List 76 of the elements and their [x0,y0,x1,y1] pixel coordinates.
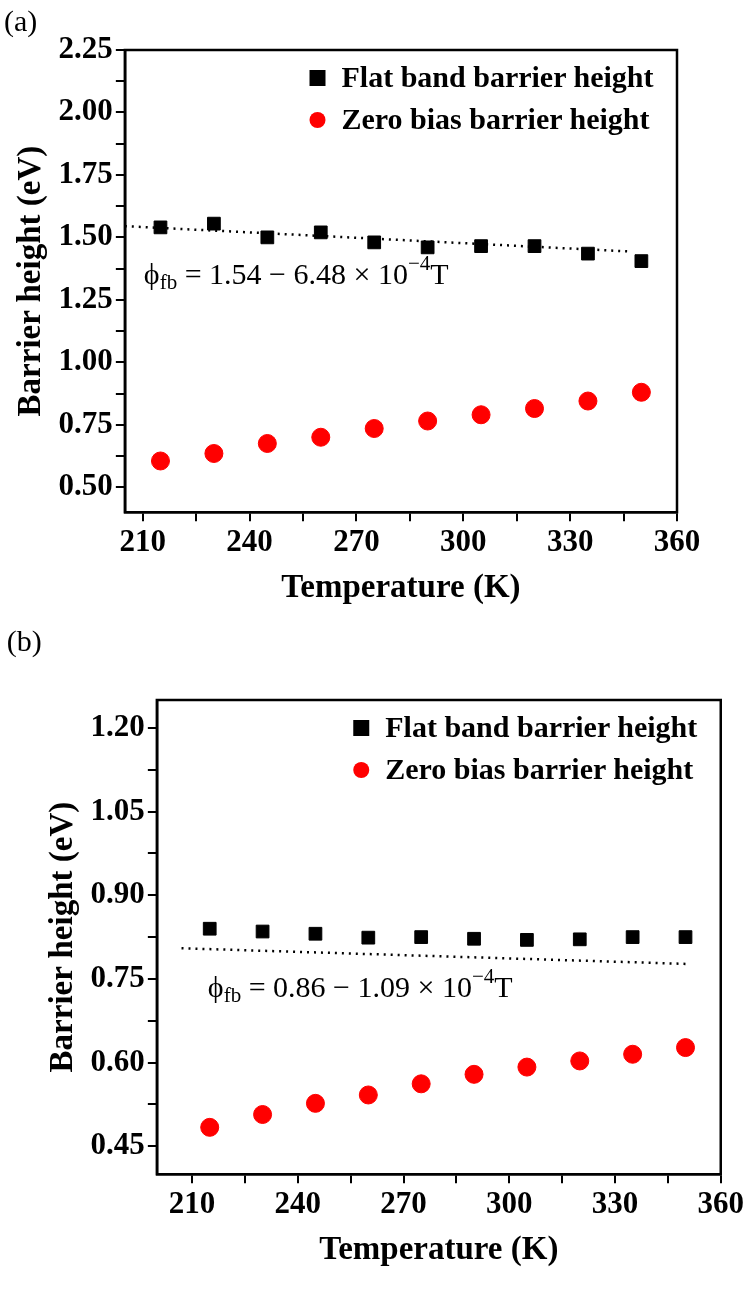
point [623,1044,643,1064]
point [517,1057,537,1077]
chart-title: (a) [4,3,38,38]
y-axis-title: Barrier height (eV) [43,801,81,1073]
point [255,924,270,939]
x-tick-label: 360 [697,1184,744,1220]
point [678,930,693,944]
x-tick-label: 360 [653,522,701,558]
legend-label: Zero bias barrier height [341,101,650,135]
point [313,225,328,240]
point [358,1085,378,1105]
y-tick-label: 1.50 [58,217,113,253]
point [581,246,595,261]
point [467,931,481,946]
point [634,254,649,268]
y-tick-label: 2.00 [58,92,113,128]
x-tick-label: 270 [333,522,380,558]
point [464,1064,484,1084]
point [200,1117,220,1137]
y-tick-label: 1.05 [90,791,145,827]
point [471,405,491,425]
point [520,933,534,947]
point [625,930,640,944]
point [253,1105,273,1125]
x-tick-label: 240 [274,1184,322,1220]
x-axis-title: Temperature (K) [319,1229,559,1267]
x-tick-label: 330 [546,522,594,558]
point [411,1074,431,1094]
point [418,411,438,431]
y-tick-label: 1.75 [58,154,113,190]
point [631,382,651,402]
point [361,930,376,945]
y-tick-label: 0.75 [58,404,113,440]
x-tick-label: 300 [440,522,487,558]
point [676,1038,696,1058]
point [204,443,224,463]
point [153,220,168,235]
y-tick-label: 2.25 [58,30,113,66]
point [202,921,217,936]
legend-label: Flat band barrier height [341,59,654,93]
y-axis-title: Barrier height (eV) [11,145,49,417]
point [257,434,277,453]
x-axis-title: Temperature (K) [281,567,521,605]
point [207,216,221,231]
x-tick-label: 300 [486,1184,533,1220]
point [578,391,598,411]
legend-label: Flat band barrier height [385,709,698,743]
y-tick-label: 1.25 [58,279,113,315]
point [150,451,170,471]
point [525,399,545,419]
point [572,932,587,947]
point [260,230,275,245]
y-tick-label: 0.45 [90,1126,145,1162]
x-tick-label: 210 [119,522,166,558]
x-tick-label: 210 [168,1184,216,1220]
point [570,1051,590,1071]
point [367,235,382,250]
point [311,427,331,447]
point [414,930,429,944]
y-tick-label: 1.00 [58,342,113,378]
y-tick-label: 0.50 [58,467,113,503]
point [420,240,435,255]
x-tick-label: 270 [380,1184,427,1220]
point [364,419,384,438]
legend-label: Zero bias barrier height [385,751,694,785]
y-tick-label: 0.60 [90,1042,145,1078]
y-tick-label: 0.90 [90,875,145,911]
point [474,239,488,253]
point [308,926,323,941]
point [527,239,542,253]
y-tick-label: 0.75 [90,958,145,994]
x-tick-label: 330 [591,1184,639,1220]
x-tick-label: 240 [226,522,273,558]
y-tick-label: 1.20 [90,707,145,743]
chart-title: (b) [6,623,42,658]
point [305,1093,325,1113]
